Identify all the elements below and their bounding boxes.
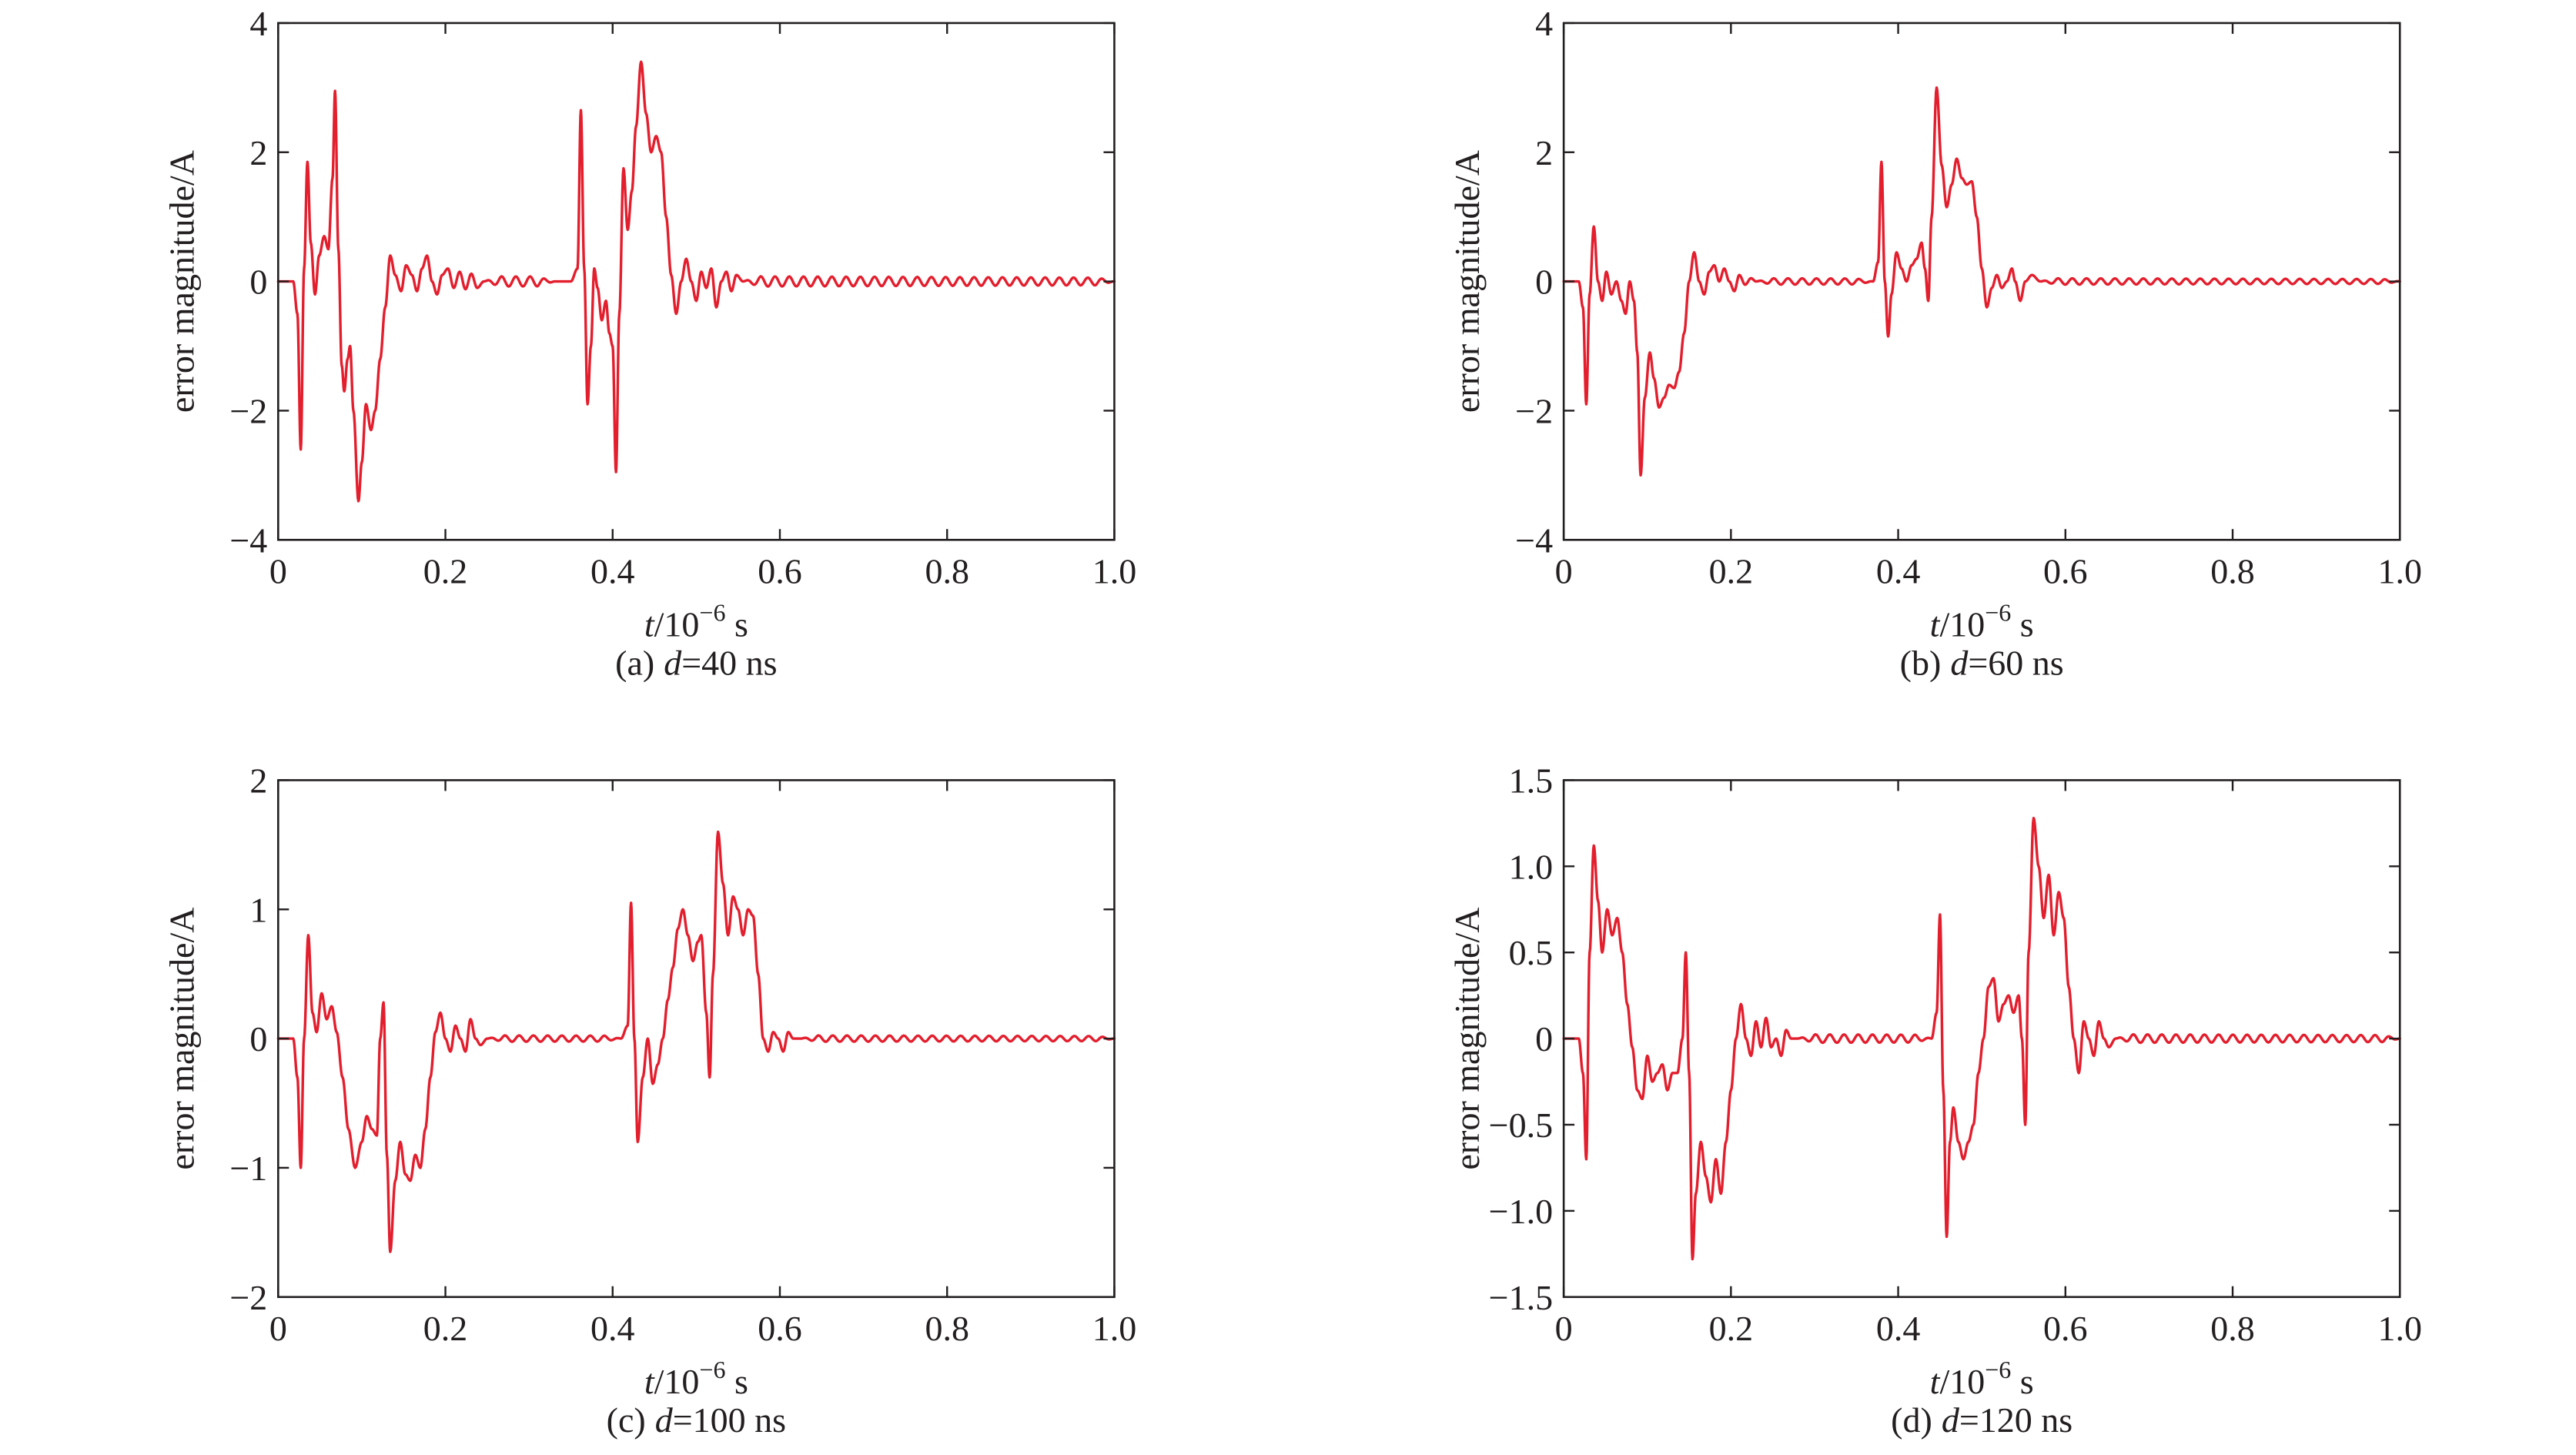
caption-value: =40 ns [681,644,777,683]
panel-caption: (a) d=40 ns [615,644,777,683]
series-line [276,60,1116,503]
x-tick-label: 0.2 [423,551,468,590]
x-axis-var: t [644,1362,655,1401]
x-axis-exponent: −6 [1985,598,2011,626]
x-tick-label: 0.4 [1876,551,1921,590]
x-axis-unit-prefix: /10 [654,604,700,644]
x-axis-unit: s [2011,604,2033,644]
x-tick-label: 0.2 [423,1309,468,1348]
y-tick-label: −1.5 [1489,1278,1553,1317]
x-tick-label: 0.8 [2210,1309,2255,1348]
x-tick-label: 1.0 [2377,1309,2422,1348]
x-tick-label: 1.0 [1092,551,1137,590]
x-axis-exponent: −6 [1985,1356,2011,1383]
x-axis-unit: s [725,1362,748,1401]
y-tick-label: 0 [249,1019,267,1059]
x-tick-label: 1.0 [2377,551,2422,590]
y-axis-title: error magnitude/A [1447,908,1487,1170]
series-line [276,830,1116,1253]
x-tick-label: 0.8 [2210,551,2255,590]
y-tick-label: −1.0 [1489,1192,1553,1231]
x-axis-var: t [644,604,655,644]
y-tick-label: 0.5 [1509,933,1554,972]
x-axis-title: t/10−6 s [644,1356,748,1401]
y-tick-label: 1.5 [1509,761,1554,800]
x-axis-unit: s [2011,1362,2033,1401]
x-axis-title: t/10−6 s [1930,598,2034,644]
x-axis-unit-prefix: /10 [654,1362,700,1401]
y-tick-label: 2 [1535,133,1553,172]
y-tick-label: 1.0 [1509,847,1554,886]
y-tick-label: −0.5 [1489,1105,1553,1145]
y-tick-label: 1 [249,890,267,929]
x-tick-label: 1.0 [1092,1309,1137,1348]
plot-frame [277,779,1116,1299]
x-tick-label: 0.6 [758,551,802,590]
caption-value: =120 ns [1959,1400,2073,1440]
panel-a: 0 0.2 0.4 0.6 0.8 1.0 −4 −2 0 2 4 error magnitude/A… [162,4,1136,683]
panel-d: 0 0.2 0.4 0.6 0.8 1.0 −1.5 −1.0 −0.5 0 0.5 1.0 1.5 er… [1447,761,2422,1440]
y-tick-label: 4 [1535,4,1553,43]
y-axis-title: error magnitude/A [162,150,201,413]
x-axis-unit-prefix: /10 [1939,604,1985,644]
y-tick-label: −4 [229,520,267,560]
y-tick-label: 0 [1535,263,1553,302]
caption-value: =60 ns [1968,644,2063,683]
caption-label: (c) [607,1400,646,1440]
caption-label: (b) [1900,644,1942,683]
series-line [1562,816,2401,1261]
y-tick-label: 4 [249,4,267,43]
y-tick-label: −2 [1515,391,1553,430]
y-tick-label: 2 [249,761,267,800]
panel-caption: (c) d=100 ns [607,1400,786,1440]
panel-caption: (d) d=120 ns [1891,1400,2073,1440]
x-axis-title: t/10−6 s [1930,1356,2034,1401]
x-axis-var: t [1930,1362,1941,1401]
x-axis-exponent: −6 [699,1356,725,1383]
y-tick-label: −1 [229,1149,267,1188]
y-tick-label: 0 [249,263,267,302]
caption-label: (d) [1891,1400,1932,1440]
y-axis-title: error magnitude/A [162,908,201,1170]
y-axis-title: error magnitude/A [1447,150,1487,413]
x-axis-title: t/10−6 s [644,598,748,644]
y-tick-label: 0 [1535,1019,1553,1059]
y-tick-label: −2 [229,391,267,430]
caption-label: (a) [615,644,654,683]
x-axis-exponent: −6 [699,598,725,626]
y-tick-label: 2 [249,133,267,172]
x-axis-unit-prefix: /10 [1939,1362,1985,1401]
caption-var: d [1950,644,1969,683]
x-tick-label: 0.6 [2043,1309,2088,1348]
x-tick-label: 0.6 [2043,551,2088,590]
x-tick-label: 0.4 [1876,1309,1921,1348]
y-tick-label: −2 [229,1278,267,1317]
x-tick-label: 0 [1555,1309,1573,1348]
panel-b: 0 0.2 0.4 0.6 0.8 1.0 −4 −2 0 2 4 error magnitude/A… [1447,4,2422,683]
x-tick-label: 0 [269,1309,287,1348]
caption-var: d [1942,1400,1960,1440]
x-axis-var: t [1930,604,1941,644]
x-tick-label: 0.4 [590,1309,635,1348]
x-axis-unit: s [725,604,748,644]
x-tick-label: 0.6 [758,1309,802,1348]
caption-var: d [664,644,682,683]
caption-value: =100 ns [673,1400,786,1440]
panel-c: 0 0.2 0.4 0.6 0.8 1.0 −2 −1 0 1 2 error magnitude/A… [162,761,1136,1440]
y-tick-label: −4 [1515,520,1553,560]
x-tick-label: 0.4 [590,551,635,590]
x-tick-label: 0 [269,551,287,590]
panel-caption: (b) d=60 ns [1900,644,2064,683]
series-line [1562,86,2401,477]
x-tick-label: 0.2 [1709,551,1754,590]
x-tick-label: 0.8 [925,551,969,590]
caption-var: d [655,1400,674,1440]
x-tick-label: 0.2 [1709,1309,1754,1348]
x-tick-label: 0.8 [925,1309,969,1348]
x-tick-label: 0 [1555,551,1573,590]
